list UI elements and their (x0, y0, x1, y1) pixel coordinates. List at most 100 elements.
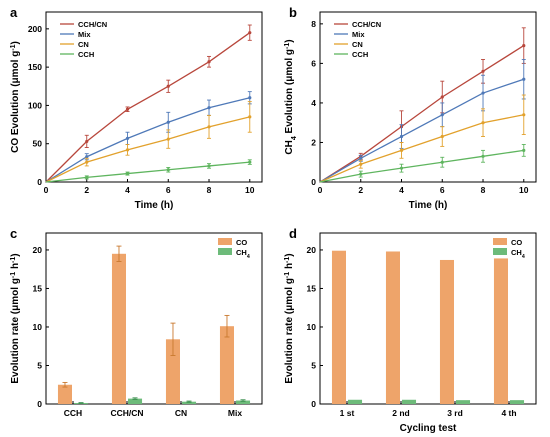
y-tick-label: 10 (33, 322, 43, 332)
data-point (125, 148, 130, 152)
data-point (440, 95, 444, 99)
bar-co (331, 250, 346, 404)
data-point (207, 106, 211, 110)
x-axis-label: Time (h) (135, 200, 174, 211)
x-tick-label: Mix (228, 408, 242, 418)
series-line-mix (45, 97, 250, 183)
legend-swatch (218, 248, 232, 255)
data-point (399, 148, 404, 152)
plot-frame (319, 11, 537, 183)
bar-ch4 (510, 400, 525, 404)
data-point (166, 137, 170, 141)
x-tick-label: CCH (64, 408, 82, 418)
y-tick-label: 6 (311, 58, 316, 68)
y-axis-label: Evolution rate (μmol g-1 h-1) (10, 253, 22, 383)
legend-swatch (493, 248, 507, 255)
legend-label: CCH/CN (78, 20, 107, 29)
x-tick-label: CN (175, 408, 187, 418)
data-point (85, 160, 89, 164)
legend-swatch (493, 238, 507, 245)
x-tick-label: 1 st (340, 408, 355, 418)
data-point (522, 44, 526, 48)
data-point (522, 113, 526, 117)
data-point (248, 96, 252, 100)
panel-label-c: c (10, 226, 17, 241)
data-point (440, 113, 444, 117)
x-tick-label: 0 (44, 185, 49, 195)
panel-b: b 0 2 4 6 8 CH4 Evolution (μmol g-1) 0 2 4 6 8 10 Tim… (284, 5, 537, 211)
data-point (85, 155, 89, 159)
legend-label: CN (352, 40, 363, 49)
y-tick-label: 8 (311, 19, 316, 29)
data-point (399, 166, 404, 170)
y-tick-label: 0 (311, 177, 316, 187)
y-tick-label: 15 (307, 283, 317, 293)
y-tick-label: 0 (311, 399, 316, 409)
y-tick-label: 10 (307, 322, 317, 332)
panel-label-b: b (289, 5, 297, 20)
bar-co (493, 258, 508, 404)
data-point (85, 139, 89, 144)
y-tick-label: 15 (33, 283, 43, 293)
legend-swatch (218, 238, 232, 245)
data-point (481, 154, 485, 158)
x-tick-label: 4 (125, 185, 130, 195)
x-axis-label: Cycling test (400, 423, 457, 434)
data-point (248, 31, 252, 35)
x-tick-label: 2 nd (392, 408, 409, 418)
series-line-mix (319, 78, 524, 183)
y-axis-label: CO Evolution (μmol g-1) (10, 41, 22, 153)
plot-frame (45, 11, 263, 183)
series-line-cch (319, 149, 524, 183)
data-point (85, 175, 89, 180)
data-point (522, 77, 526, 81)
y-tick-label: 5 (37, 360, 42, 370)
data-point (481, 121, 485, 125)
bar-co (219, 326, 234, 404)
data-point (359, 156, 363, 160)
bar-ch4 (182, 401, 197, 404)
data-point (166, 84, 170, 88)
data-point (248, 115, 252, 119)
x-tick-label: 8 (481, 185, 486, 195)
bar-ch4 (456, 400, 471, 404)
legend-label: CCH (78, 50, 94, 59)
x-tick-label: 10 (245, 185, 255, 195)
y-tick-label: 50 (33, 139, 43, 149)
bar-ch4 (348, 399, 363, 404)
legend-label: CO (511, 238, 522, 247)
data-point (125, 171, 130, 176)
x-tick-label: 4 th (501, 408, 516, 418)
plot-frame (319, 232, 537, 405)
data-point (248, 160, 252, 164)
bar-ch4 (236, 400, 251, 404)
panel-d: d 0 5 10 15 20 Evolution rate (μmol g-1 h-1) 1 … (284, 226, 537, 434)
data-point (125, 136, 130, 140)
legend-label: Mix (78, 30, 91, 39)
data-point (166, 120, 170, 124)
x-tick-label: 8 (207, 185, 212, 195)
legend-label: Mix (352, 30, 365, 39)
legend-label: CCH/CN (352, 20, 381, 29)
data-point (359, 162, 363, 166)
x-tick-label: CCH/CN (110, 408, 143, 418)
bar-co (385, 251, 400, 404)
y-tick-label: 200 (28, 24, 42, 34)
data-point (125, 107, 130, 111)
y-tick-label: 4 (311, 98, 316, 108)
y-tick-label: 150 (28, 62, 42, 72)
data-point (359, 172, 363, 176)
y-axis-label: Evolution rate (μmol g-1 h-1) (284, 253, 296, 383)
legend-label: CCH (352, 50, 368, 59)
y-tick-label: 2 (311, 137, 316, 147)
legend-label: CH4 (236, 248, 250, 260)
data-point (207, 125, 211, 129)
y-tick-label: 100 (28, 100, 42, 110)
legend-label: CN (78, 40, 89, 49)
data-point (166, 168, 170, 172)
series-line-cch (45, 161, 250, 183)
data-point (440, 160, 444, 164)
bar-co (439, 259, 454, 404)
bar-ch4 (402, 399, 417, 404)
bar-co (111, 253, 126, 404)
